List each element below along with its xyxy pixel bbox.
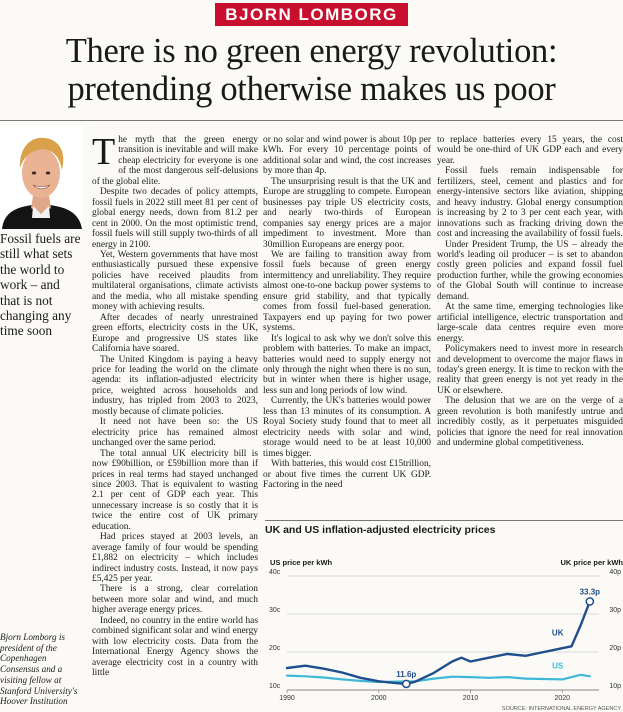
author-bio: Bjorn Lomborg is president of the Copenh… xyxy=(0,632,78,707)
paragraph: Yet, Western governments that have most … xyxy=(92,249,258,313)
chart-plot: 40c 40p 30c 30p 20c 20p 10c 10p 1990 2000 2010 2020… xyxy=(265,520,623,712)
y-tick-label-left: 40c xyxy=(269,569,281,576)
annotation-marker xyxy=(401,679,411,689)
y-tick-label-left: 10c xyxy=(269,683,281,690)
paragraph: Indeed, no country in the entire world h… xyxy=(92,615,258,679)
article-column-2: or no solar and wind power is about 10p … xyxy=(263,135,431,517)
paragraph: There is a strong, clear correlation bet… xyxy=(92,584,258,616)
y-tick-label-right: 30p xyxy=(609,607,621,614)
author-name: BJORN LOMBORG xyxy=(215,3,408,26)
series-label-uk: UK xyxy=(552,629,564,638)
y-tick-label-right: 40p xyxy=(609,569,621,576)
paragraph: The total annual UK electricity bill is … xyxy=(92,448,258,532)
y-tick-label-left: 20c xyxy=(269,645,281,652)
paragraph: It need not have been so: the US electri… xyxy=(92,417,258,449)
paragraph: The unsurprising result is that the UK a… xyxy=(263,176,431,250)
x-tick-label: 2000 xyxy=(371,695,387,702)
paragraph: We are failing to transition away from f… xyxy=(263,249,431,334)
paragraph: to replace batteries every 15 years, the… xyxy=(437,135,623,166)
annotation-label: 11.6p xyxy=(396,670,416,679)
electricity-price-chart: UK and US inflation-adjusted electricity… xyxy=(265,520,623,712)
y-tick-label-right: 20p xyxy=(609,645,621,652)
article-column-3: to replace batteries every 15 years, the… xyxy=(437,135,623,517)
chart-title: UK and US inflation-adjusted electricity… xyxy=(265,524,496,536)
paragraph: The delusion that we are on the verge of… xyxy=(437,396,623,449)
headline-line-1: There is no green energy revolution: xyxy=(65,32,558,70)
x-tick-label: 1990 xyxy=(279,695,295,702)
author-kicker: BJORN LOMBORG xyxy=(0,3,623,26)
paragraph: or no solar and wind power is about 10p … xyxy=(263,135,431,177)
paragraph: At the same time, emerging technologies … xyxy=(437,302,623,344)
paragraph: Had prices stayed at 2003 levels, an ave… xyxy=(92,532,258,585)
drop-cap: T xyxy=(92,135,116,173)
y-axis-label-left: US price per kWh xyxy=(270,558,333,567)
paragraph: Policymakers need to invest more in rese… xyxy=(437,344,623,396)
series-label-us: US xyxy=(552,662,564,671)
author-portrait xyxy=(0,126,83,229)
chart-source: SOURCE: INTERNATIONAL ENERGY AGENCY xyxy=(502,706,621,712)
y-tick-label-right: 10p xyxy=(609,683,621,690)
paragraph: Fossil fuels remain indispensable for fe… xyxy=(437,166,623,240)
x-tick-label: 2010 xyxy=(463,695,479,702)
paragraph: With batteries, this would cost £15trill… xyxy=(263,459,431,490)
annotation-marker xyxy=(585,597,595,606)
paragraph: After decades of nearly unrestrained gre… xyxy=(92,312,258,355)
series-line-us xyxy=(285,673,591,684)
pull-quote: Fossil fuels are still what sets the wor… xyxy=(0,231,81,339)
paragraph: Currently, the UK's batteries would powe… xyxy=(263,396,431,459)
headline-line-2: pretending otherwise makes us poor xyxy=(67,70,556,108)
paragraph: Despite two decades of policy attempts, … xyxy=(92,187,258,250)
y-axis-label-right: UK price per kWh xyxy=(560,558,623,567)
paragraph: The United Kingdom is paying a heavy pri… xyxy=(92,354,258,417)
headline-divider xyxy=(0,120,623,121)
paragraph: It's logical to ask why we don't solve t… xyxy=(263,333,431,396)
y-tick-label-left: 30c xyxy=(269,607,281,614)
headline: There is no green energy revolution: pre… xyxy=(0,32,623,108)
paragraph: Under President Trump, the US – already … xyxy=(437,239,623,302)
x-tick-label: 2020 xyxy=(555,695,571,702)
annotation-label: 33.3p xyxy=(580,587,601,596)
series-line-uk xyxy=(285,600,591,686)
